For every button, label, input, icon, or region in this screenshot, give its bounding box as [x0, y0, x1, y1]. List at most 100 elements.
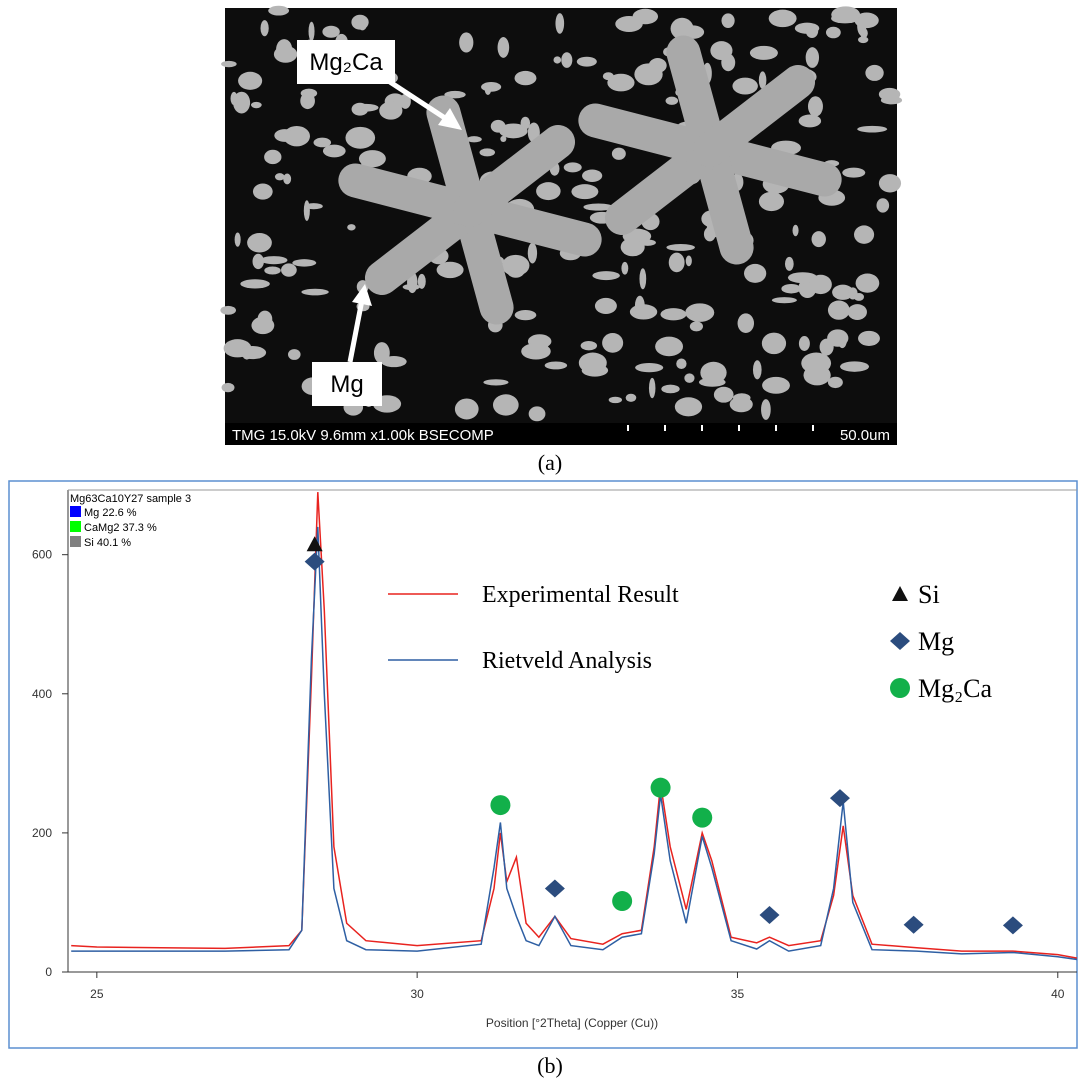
grain: [612, 148, 626, 160]
x-axis-label: Position [°2Theta] (Copper (Cu)): [486, 1016, 658, 1030]
grain: [301, 289, 328, 296]
grain: [772, 297, 797, 303]
grain: [221, 61, 237, 67]
grain: [744, 264, 766, 283]
phase-swatch: [70, 521, 81, 532]
x-tick-label: 40: [1051, 987, 1065, 1001]
grain: [649, 378, 656, 398]
grain: [233, 92, 250, 114]
grain: [222, 383, 235, 392]
grain: [305, 203, 323, 209]
caption: (b): [537, 1053, 563, 1078]
grain: [493, 394, 519, 415]
grain: [536, 182, 560, 200]
grain: [857, 126, 887, 133]
grain: [292, 259, 316, 266]
grain: [854, 225, 874, 243]
grain: [690, 321, 703, 331]
grain: [639, 239, 656, 245]
grain: [753, 360, 762, 379]
grain: [759, 192, 784, 211]
grain: [732, 78, 757, 95]
info-text: TMG 15.0kV 9.6mm x1.00k BSECOMP: [232, 427, 494, 444]
grain: [358, 16, 368, 30]
grain: [268, 6, 289, 16]
grain: [856, 273, 880, 292]
grain: [806, 24, 818, 38]
grain: [437, 262, 464, 278]
grain: [545, 361, 567, 369]
grain: [238, 72, 262, 90]
page: TMG 15.0kV 9.6mm x1.00k BSECOMP 50.0um M…: [0, 0, 1078, 1084]
grain: [379, 102, 402, 120]
grain: [240, 279, 270, 288]
phase-legend-label: CaMg2 37.3 %: [84, 522, 157, 534]
grain: [666, 244, 695, 251]
legend-marker: [890, 678, 910, 698]
grain: [595, 298, 617, 314]
grain: [304, 200, 310, 221]
grain: [686, 307, 706, 315]
grain: [281, 263, 297, 276]
grain: [781, 284, 801, 293]
grain: [455, 398, 479, 419]
grain: [459, 32, 473, 52]
grain: [809, 275, 831, 294]
grain: [276, 39, 292, 60]
grain: [564, 162, 582, 172]
grain: [793, 225, 799, 236]
grain: [309, 22, 315, 41]
grain: [730, 397, 753, 413]
caption: (a): [538, 450, 562, 475]
grain: [621, 262, 628, 275]
grain: [253, 184, 273, 200]
grain: [323, 145, 346, 158]
chart-frame: [9, 481, 1077, 1048]
legend-label: Mg: [918, 627, 954, 656]
phase-swatch: [70, 536, 81, 547]
grain: [820, 339, 834, 356]
grain: [260, 256, 287, 264]
grain: [801, 353, 831, 374]
grain: [260, 20, 268, 36]
grain: [761, 399, 771, 420]
phase-legend-title: Mg63Ca10Y27 sample 3: [70, 493, 191, 505]
grain: [858, 331, 880, 346]
grain: [634, 63, 662, 85]
grain: [275, 173, 285, 180]
phase-label: Mg₂Ca: [309, 49, 383, 76]
grain: [247, 233, 272, 252]
x-tick-label: 35: [731, 987, 745, 1001]
grain: [239, 346, 266, 359]
grain: [721, 13, 734, 28]
grain: [571, 184, 598, 199]
grain: [876, 198, 889, 212]
y-tick-label: 200: [32, 826, 52, 840]
grain: [686, 256, 692, 267]
grain: [491, 120, 506, 133]
grain: [858, 36, 868, 43]
grain: [582, 169, 602, 182]
grain: [635, 363, 663, 372]
grain: [502, 255, 530, 276]
grain: [555, 13, 564, 34]
grain: [655, 337, 683, 357]
grain: [857, 16, 866, 36]
grain: [521, 343, 551, 359]
grain: [762, 333, 786, 355]
legend-label: Si: [918, 580, 940, 609]
grain: [515, 71, 537, 85]
grain: [264, 266, 280, 274]
figure: TMG 15.0kV 9.6mm x1.00k BSECOMP 50.0um M…: [0, 0, 1078, 1084]
grain: [676, 359, 686, 369]
grain: [352, 103, 369, 116]
grain: [842, 168, 865, 178]
grain: [300, 93, 315, 109]
grain: [828, 377, 843, 388]
y-tick-label: 0: [45, 965, 52, 979]
grain: [592, 271, 619, 280]
grain: [879, 88, 900, 101]
grain: [479, 148, 495, 156]
legend-label: Mg₂Ca: [918, 674, 993, 703]
grain: [481, 82, 501, 92]
